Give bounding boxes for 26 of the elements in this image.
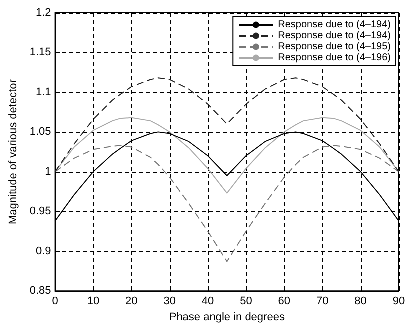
x-tick-label: 60 [278, 296, 291, 308]
x-tick-label: 40 [202, 296, 214, 308]
y-tick-label: 0.95 [30, 206, 52, 218]
y-tick-label: 0.9 [36, 245, 52, 258]
y-tick-label: 1 [45, 166, 52, 178]
line-series [54, 145, 400, 262]
y-tick-label: 1.1 [36, 86, 52, 98]
x-tick-label: 90 [392, 296, 406, 308]
legend-label: Response due to (4–196) [278, 52, 392, 64]
x-tick-label: 0 [52, 296, 58, 308]
legend-label: Response due to (4–194) [278, 30, 392, 42]
y-axis-title: Magnitude of various detector [8, 79, 20, 225]
legend-label: Response due to (4–194) [278, 20, 392, 30]
line-series [54, 78, 400, 172]
y-tick-label: 1.2 [36, 7, 52, 19]
y-tick-label: 1.15 [30, 46, 52, 59]
y-tick-label: 0.85 [30, 285, 52, 298]
x-tick-label: 70 [316, 296, 329, 308]
x-tick-label: 50 [240, 296, 252, 308]
legend-label: Response due to (4–195) [278, 42, 392, 52]
x-tick-label: 80 [354, 296, 367, 308]
y-tick-label: 1.05 [30, 126, 52, 138]
x-tick-label: 10 [87, 296, 100, 308]
x-tick-label: 30 [164, 296, 176, 308]
x-tick-label: 20 [126, 296, 138, 308]
x-axis-title: Phase angle in degrees [169, 312, 286, 324]
